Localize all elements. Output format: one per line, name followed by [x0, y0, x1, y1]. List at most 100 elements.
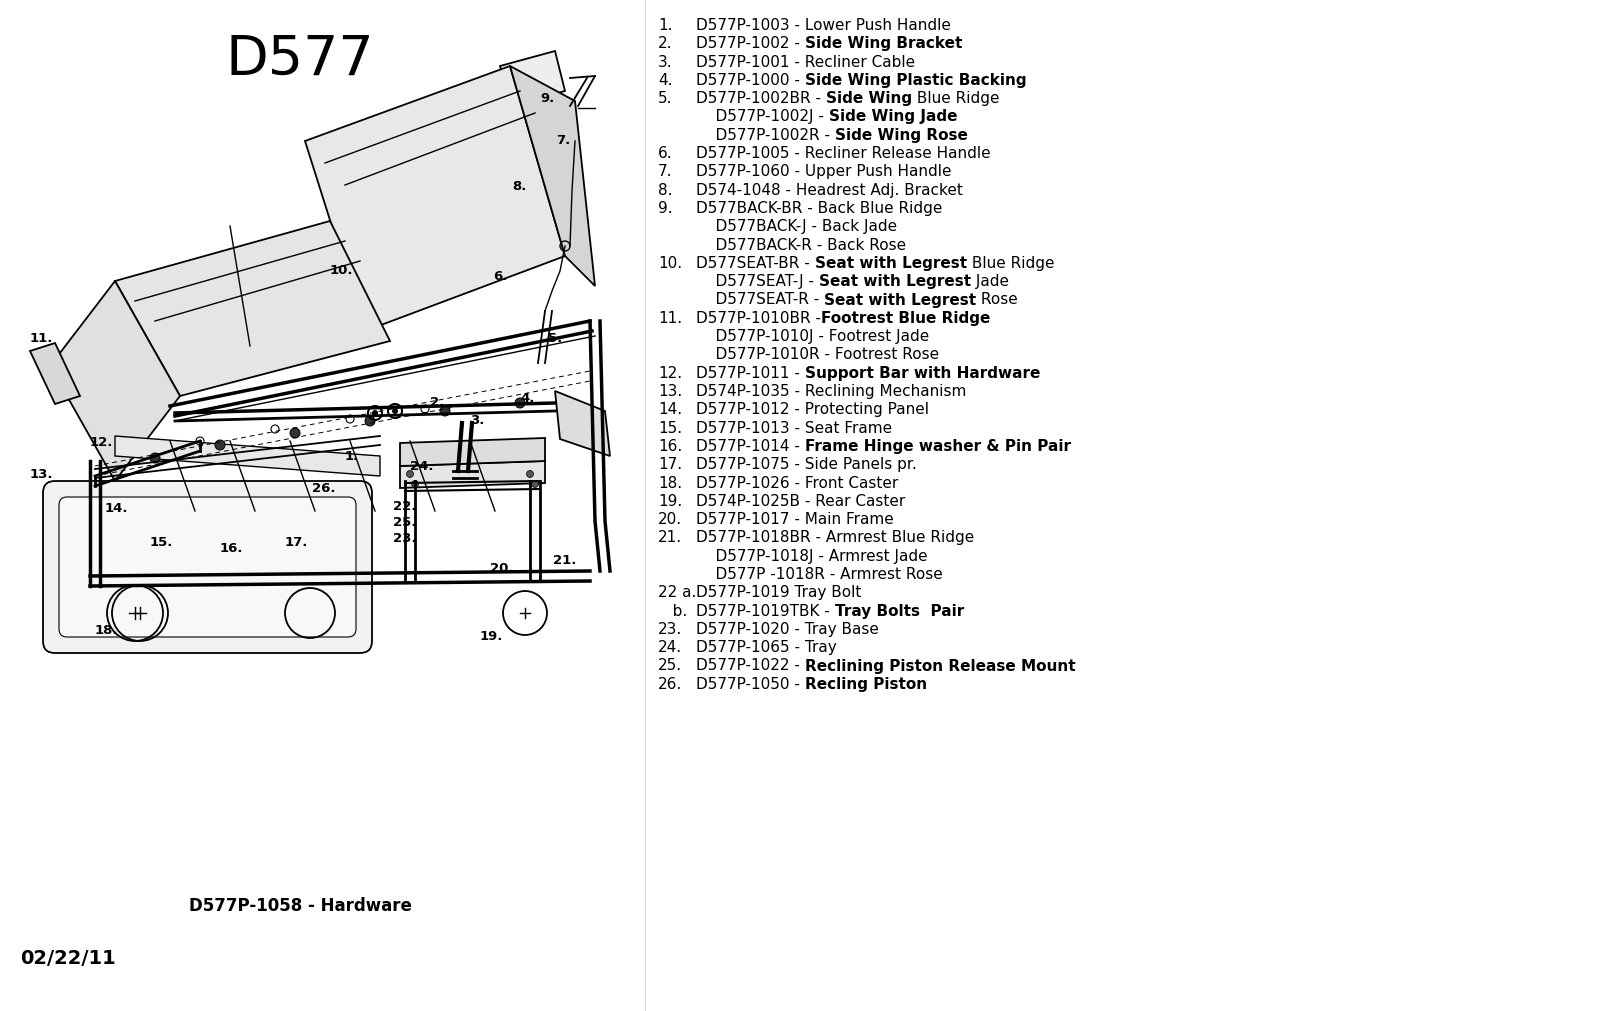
Text: 5.: 5.: [658, 91, 672, 106]
Text: D577P-1001 - Recliner Cable: D577P-1001 - Recliner Cable: [696, 55, 915, 70]
Text: 9.: 9.: [658, 201, 672, 216]
Text: 12.: 12.: [90, 437, 114, 450]
Circle shape: [214, 440, 226, 450]
Text: D577P-1010BR -: D577P-1010BR -: [696, 310, 821, 326]
Text: 4.: 4.: [520, 391, 534, 404]
Text: 26.: 26.: [658, 676, 682, 692]
Text: Support Bar with Hardware: Support Bar with Hardware: [805, 366, 1040, 381]
Text: Blue Ridge: Blue Ridge: [966, 256, 1054, 271]
Text: D577P-1065 - Tray: D577P-1065 - Tray: [696, 640, 837, 655]
Text: 18.: 18.: [94, 625, 118, 638]
Text: D577P-1018BR - Armrest Blue Ridge: D577P-1018BR - Armrest Blue Ridge: [696, 531, 974, 545]
Text: 10.: 10.: [330, 265, 354, 277]
Circle shape: [406, 470, 413, 477]
Text: Recling Piston: Recling Piston: [805, 676, 926, 692]
Text: 5.: 5.: [547, 333, 562, 346]
Text: D577P-1014 -: D577P-1014 -: [696, 439, 805, 454]
Text: 16.: 16.: [221, 543, 243, 555]
Text: D577SEAT-J -: D577SEAT-J -: [696, 274, 819, 289]
Text: 7.: 7.: [557, 134, 570, 148]
Text: 4.: 4.: [658, 73, 672, 88]
Text: D577BACK-BR - Back Blue Ridge: D577BACK-BR - Back Blue Ridge: [696, 201, 942, 216]
Text: Side Wing Rose: Side Wing Rose: [835, 127, 968, 143]
Text: 19.: 19.: [658, 493, 682, 509]
Text: 11.: 11.: [30, 333, 53, 346]
Text: D577P-1002J -: D577P-1002J -: [696, 109, 829, 124]
Text: 9.: 9.: [541, 92, 554, 105]
Text: 13.: 13.: [658, 384, 682, 399]
Text: 15.: 15.: [658, 421, 682, 436]
Text: 13.: 13.: [30, 467, 53, 480]
Text: D577P-1012 - Protecting Panel: D577P-1012 - Protecting Panel: [696, 402, 930, 418]
Text: 24.: 24.: [410, 460, 434, 472]
Text: 25.: 25.: [658, 658, 682, 673]
Polygon shape: [115, 221, 390, 396]
Text: 20.: 20.: [658, 513, 682, 527]
Text: D577P-1013 - Seat Frame: D577P-1013 - Seat Frame: [696, 421, 893, 436]
Text: 15.: 15.: [150, 537, 173, 550]
Polygon shape: [306, 66, 565, 331]
Text: Blue Ridge: Blue Ridge: [912, 91, 1000, 106]
Text: 19.: 19.: [480, 631, 504, 643]
Text: 26.: 26.: [312, 482, 336, 495]
Circle shape: [440, 406, 450, 416]
Text: D577P-1019 Tray Bolt: D577P-1019 Tray Bolt: [696, 585, 861, 601]
Text: 23.: 23.: [658, 622, 682, 637]
Text: 17.: 17.: [285, 537, 309, 550]
Text: D577P-1050 -: D577P-1050 -: [696, 676, 805, 692]
Text: D577: D577: [226, 33, 374, 87]
Text: Frame Hinge washer & Pin Pair: Frame Hinge washer & Pin Pair: [805, 439, 1070, 454]
Text: 25.: 25.: [394, 517, 416, 530]
Text: 1.: 1.: [346, 450, 360, 462]
Text: 3.: 3.: [470, 415, 485, 428]
FancyBboxPatch shape: [43, 481, 371, 653]
Polygon shape: [30, 343, 80, 404]
Text: D577P-1011 -: D577P-1011 -: [696, 366, 805, 381]
Circle shape: [371, 410, 378, 416]
Text: 2.: 2.: [658, 36, 672, 52]
Text: 6.: 6.: [658, 147, 672, 161]
Text: D577P-1002BR -: D577P-1002BR -: [696, 91, 826, 106]
Polygon shape: [115, 436, 381, 476]
Text: D577P-1020 - Tray Base: D577P-1020 - Tray Base: [696, 622, 878, 637]
Text: D574-1048 - Headrest Adj. Bracket: D574-1048 - Headrest Adj. Bracket: [696, 183, 963, 198]
Polygon shape: [555, 391, 610, 456]
Text: Jade: Jade: [971, 274, 1010, 289]
Text: D577P-1003 - Lower Push Handle: D577P-1003 - Lower Push Handle: [696, 18, 950, 33]
Text: Tray Bolts  Pair: Tray Bolts Pair: [835, 604, 963, 619]
Text: 23.: 23.: [394, 532, 416, 545]
Text: 11.: 11.: [658, 310, 682, 326]
Text: 7.: 7.: [658, 165, 672, 179]
Text: b.: b.: [658, 604, 688, 619]
Text: Seat with Legrest: Seat with Legrest: [819, 274, 971, 289]
Text: D577BACK-R - Back Rose: D577BACK-R - Back Rose: [696, 238, 906, 253]
Circle shape: [515, 398, 525, 408]
Text: 21.: 21.: [554, 554, 576, 567]
Text: 16.: 16.: [658, 439, 682, 454]
Text: 21.: 21.: [658, 531, 682, 545]
Text: Seat with Legrest: Seat with Legrest: [824, 292, 976, 307]
Text: Footrest Blue Ridge: Footrest Blue Ridge: [821, 310, 990, 326]
Polygon shape: [50, 281, 179, 481]
Polygon shape: [400, 461, 546, 488]
Text: D574P-1025B - Rear Caster: D574P-1025B - Rear Caster: [696, 493, 906, 509]
Text: D577SEAT-BR -: D577SEAT-BR -: [696, 256, 814, 271]
Text: D577BACK-J - Back Jade: D577BACK-J - Back Jade: [696, 219, 898, 235]
Text: D577P-1060 - Upper Push Handle: D577P-1060 - Upper Push Handle: [696, 165, 952, 179]
Circle shape: [526, 470, 533, 477]
Text: 8.: 8.: [658, 183, 672, 198]
Text: D577P-1000 -: D577P-1000 -: [696, 73, 805, 88]
Text: D577SEAT-R -: D577SEAT-R -: [696, 292, 824, 307]
Text: 20.: 20.: [490, 562, 514, 575]
Text: D577P-1026 - Front Caster: D577P-1026 - Front Caster: [696, 475, 898, 490]
Text: D577P -1018R - Armrest Rose: D577P -1018R - Armrest Rose: [696, 567, 942, 582]
Text: 22.: 22.: [394, 499, 416, 513]
Text: 8.: 8.: [512, 180, 526, 192]
Text: D577P-1002 -: D577P-1002 -: [696, 36, 805, 52]
Text: Seat with Legrest: Seat with Legrest: [814, 256, 966, 271]
Text: Side Wing Jade: Side Wing Jade: [829, 109, 957, 124]
Text: 22 a.: 22 a.: [658, 585, 696, 601]
Text: D577P-1018J - Armrest Jade: D577P-1018J - Armrest Jade: [696, 549, 928, 564]
Text: Side Wing Plastic Backing: Side Wing Plastic Backing: [805, 73, 1026, 88]
Text: 12.: 12.: [658, 366, 682, 381]
